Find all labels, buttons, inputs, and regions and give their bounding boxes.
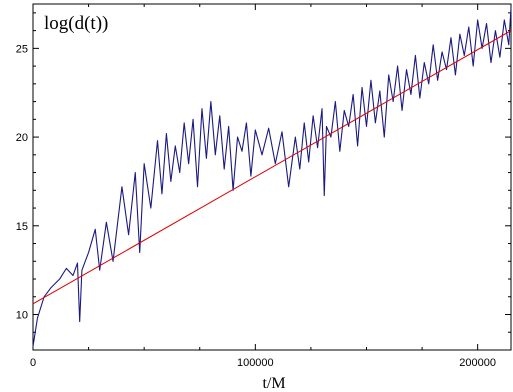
- series-layer: [32, 7, 512, 347]
- series-line-fit: [32, 30, 512, 305]
- series-line-logd: [32, 7, 512, 347]
- y-tick-label: 20: [16, 132, 28, 144]
- x-tick-label: 200000: [459, 357, 496, 369]
- y-tick-label: 15: [16, 221, 28, 233]
- y-tick-label: 10: [16, 310, 28, 322]
- labels-layer: 0 100000 200000 10 15 20 25: [16, 43, 496, 369]
- x-tick-label: 100000: [237, 357, 274, 369]
- chart-title: log(d(t)): [44, 13, 108, 34]
- plot-frame: [32, 3, 512, 351]
- x-tick-label: 0: [30, 357, 36, 369]
- y-tick-label: 25: [16, 43, 28, 55]
- x-axis-title: t/M: [262, 375, 285, 392]
- axis-ticks: [32, 4, 511, 351]
